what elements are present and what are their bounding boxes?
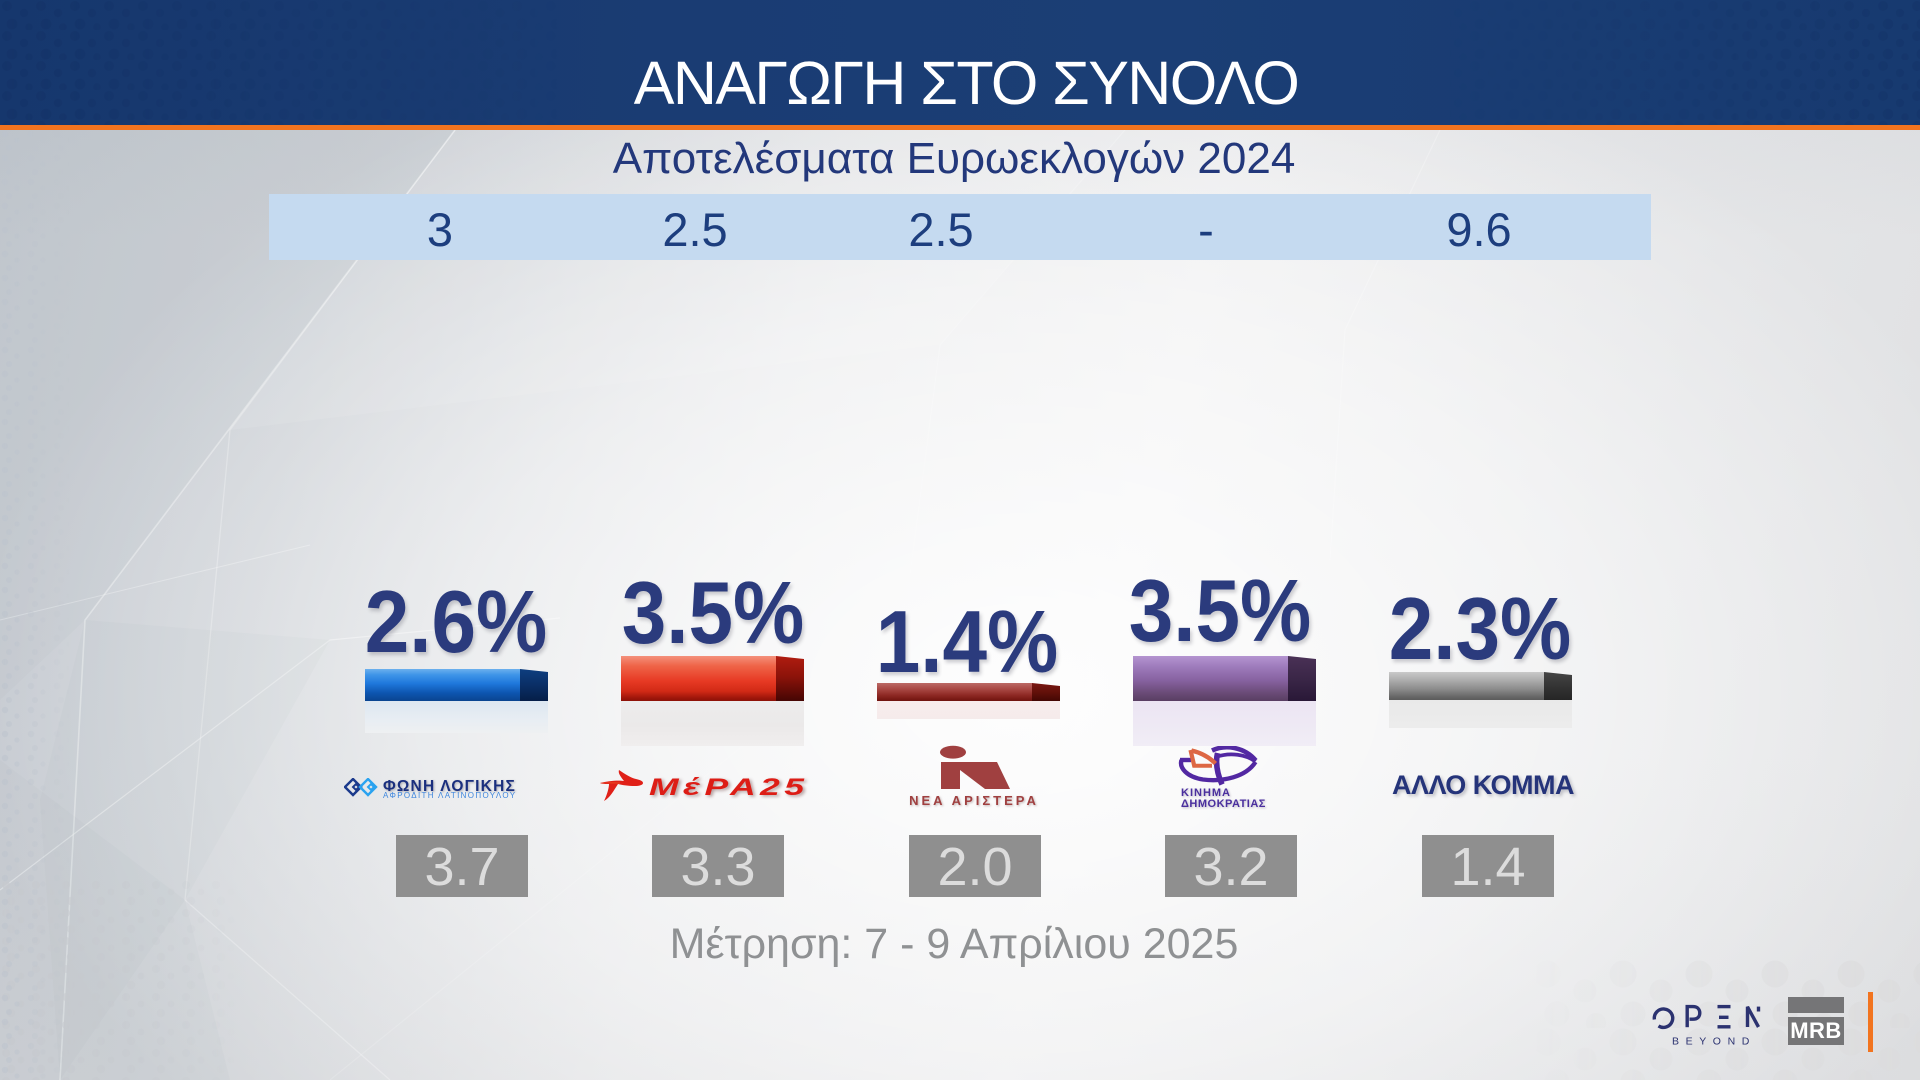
svg-text:BEYOND: BEYOND [1672,1036,1756,1048]
